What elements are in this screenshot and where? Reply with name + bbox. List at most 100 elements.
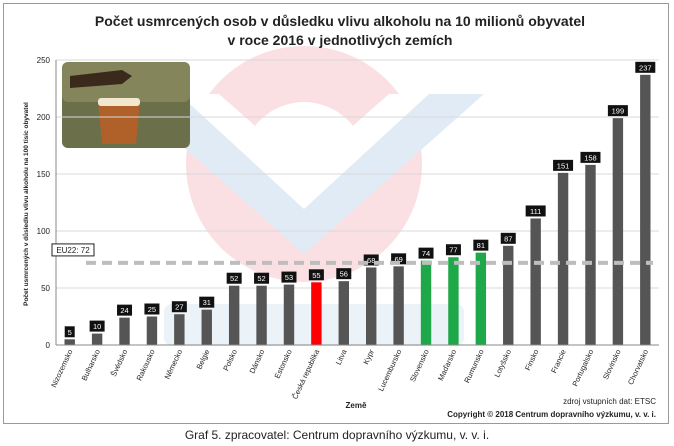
data-label: 237	[639, 63, 652, 72]
y-tick-label: 100	[37, 227, 51, 236]
data-label: 68	[367, 256, 375, 265]
bar	[585, 164, 596, 345]
x-tick-label: Slovensko	[408, 348, 431, 383]
data-label-box	[500, 232, 516, 244]
data-label-box	[144, 303, 160, 315]
x-tick-label: Nizozemsko	[49, 348, 74, 389]
data-label: 199	[612, 107, 625, 116]
data-label: 31	[203, 298, 211, 307]
bar	[475, 252, 487, 345]
chart-frame: Počet usmrcených osob v důsledku vlivu a…	[3, 3, 669, 424]
data-label: 53	[285, 273, 293, 282]
x-tick-label: Polsko	[221, 348, 239, 372]
x-tick-label: Německo	[163, 348, 185, 381]
data-label: 27	[175, 303, 183, 312]
y-axis-label: Počet usmrcených v důsledku vlivu alkoho…	[22, 102, 30, 306]
y-tick-label: 0	[46, 341, 51, 350]
x-tick-label: Maďarsko	[436, 348, 458, 382]
x-tick-label: Rakousko	[134, 348, 156, 382]
data-label: 5	[68, 328, 72, 337]
y-axis: 0 50 100 150 200 250	[37, 56, 57, 350]
data-label: 56	[340, 270, 348, 279]
y-tick-label: 250	[37, 56, 51, 65]
watermark-chevron	[124, 94, 484, 254]
data-label: 69	[394, 255, 402, 264]
bar	[256, 285, 267, 345]
beer-foam	[98, 98, 140, 106]
x-tick-label: Litva	[334, 347, 349, 366]
x-tick-label: Portugalsko	[570, 348, 595, 388]
x-tick-label: Kypr	[361, 348, 376, 366]
data-label-box	[226, 272, 242, 284]
beer-photo-shade	[62, 62, 190, 102]
data-label: 151	[557, 161, 570, 170]
x-tick-label: Švédsko	[109, 348, 129, 378]
data-label: 74	[422, 249, 430, 258]
data-label: 10	[93, 322, 101, 331]
data-label-box	[89, 320, 105, 332]
beer-glass-shape	[98, 100, 140, 144]
x-tick-label: Lucembursko	[376, 348, 403, 393]
x-tick-label: Bulharsko	[80, 348, 102, 382]
x-axis: Nizozemsko Bulharsko Švédsko Rakousko Německ…	[49, 344, 659, 401]
data-label-box	[171, 301, 187, 313]
x-tick-label: Belgie	[195, 348, 212, 371]
data-label-box	[64, 326, 75, 338]
data-label-box	[254, 272, 270, 284]
x-tick-label: Lotyšsko	[492, 348, 513, 379]
bar	[146, 316, 158, 345]
data-label-box	[580, 151, 601, 163]
data-label: 87	[504, 234, 512, 243]
watermark-chevron-inner	[179, 94, 429, 209]
data-label: 55	[312, 271, 320, 280]
x-tick-label: Česká republika	[290, 347, 321, 400]
beer-bottle-shape	[70, 70, 132, 88]
source-note: zdroj vstupních dat: ETSC	[563, 397, 656, 406]
x-tick-label: Chorvatsko	[626, 348, 650, 386]
y-tick-label: 200	[37, 113, 51, 122]
reference-label: EU22: 72	[56, 246, 90, 255]
reference-label-box	[51, 243, 95, 257]
chart-title-line-1: Počet usmrcených osob v důsledku vlivu a…	[95, 13, 585, 29]
data-label-box	[553, 159, 574, 171]
bar	[503, 245, 514, 345]
x-tick-label: Rumunsko	[462, 348, 485, 384]
x-tick-label: Francie	[549, 348, 568, 374]
data-label-box	[635, 61, 656, 73]
data-label-box	[418, 247, 434, 259]
data-label-box	[473, 239, 489, 251]
bar	[530, 218, 541, 345]
bar	[174, 314, 185, 345]
bar	[283, 284, 295, 345]
bar	[557, 172, 569, 345]
bar	[201, 309, 212, 345]
data-label-box	[391, 253, 407, 265]
chart: Počet usmrcených osob v důsledku vlivu a…	[22, 13, 659, 419]
data-label: 24	[120, 306, 128, 315]
bar	[612, 118, 624, 345]
x-tick-label: Slovinsko	[601, 348, 623, 381]
y-tick-label: 150	[37, 170, 51, 179]
data-label: 25	[148, 305, 156, 314]
bar	[311, 282, 322, 345]
x-tick-label: Finsko	[523, 348, 540, 372]
bar	[640, 74, 651, 345]
bar	[338, 281, 350, 345]
data-label: 158	[584, 153, 597, 162]
data-label-box	[363, 254, 379, 266]
bar	[119, 317, 130, 345]
data-label: 77	[449, 246, 457, 255]
x-tick-label: Dánsko	[247, 348, 266, 375]
data-label: 111	[530, 207, 541, 216]
data-label-box	[336, 268, 352, 280]
reference-line-group: EU22: 72	[51, 243, 653, 265]
data-label-box	[281, 271, 297, 283]
bars: 5 10 24 25 27 31 52 52 53 55 56 68 69 74 77 81 87 111 151 1…	[64, 61, 656, 345]
copyright-note: Copyright © 2018 Centrum dopravního výzk…	[447, 410, 656, 419]
beer-photo	[62, 62, 190, 148]
data-label-box	[607, 105, 628, 117]
bar	[365, 267, 377, 345]
bar	[91, 333, 103, 345]
data-label: 52	[257, 274, 265, 283]
bar	[64, 339, 75, 345]
